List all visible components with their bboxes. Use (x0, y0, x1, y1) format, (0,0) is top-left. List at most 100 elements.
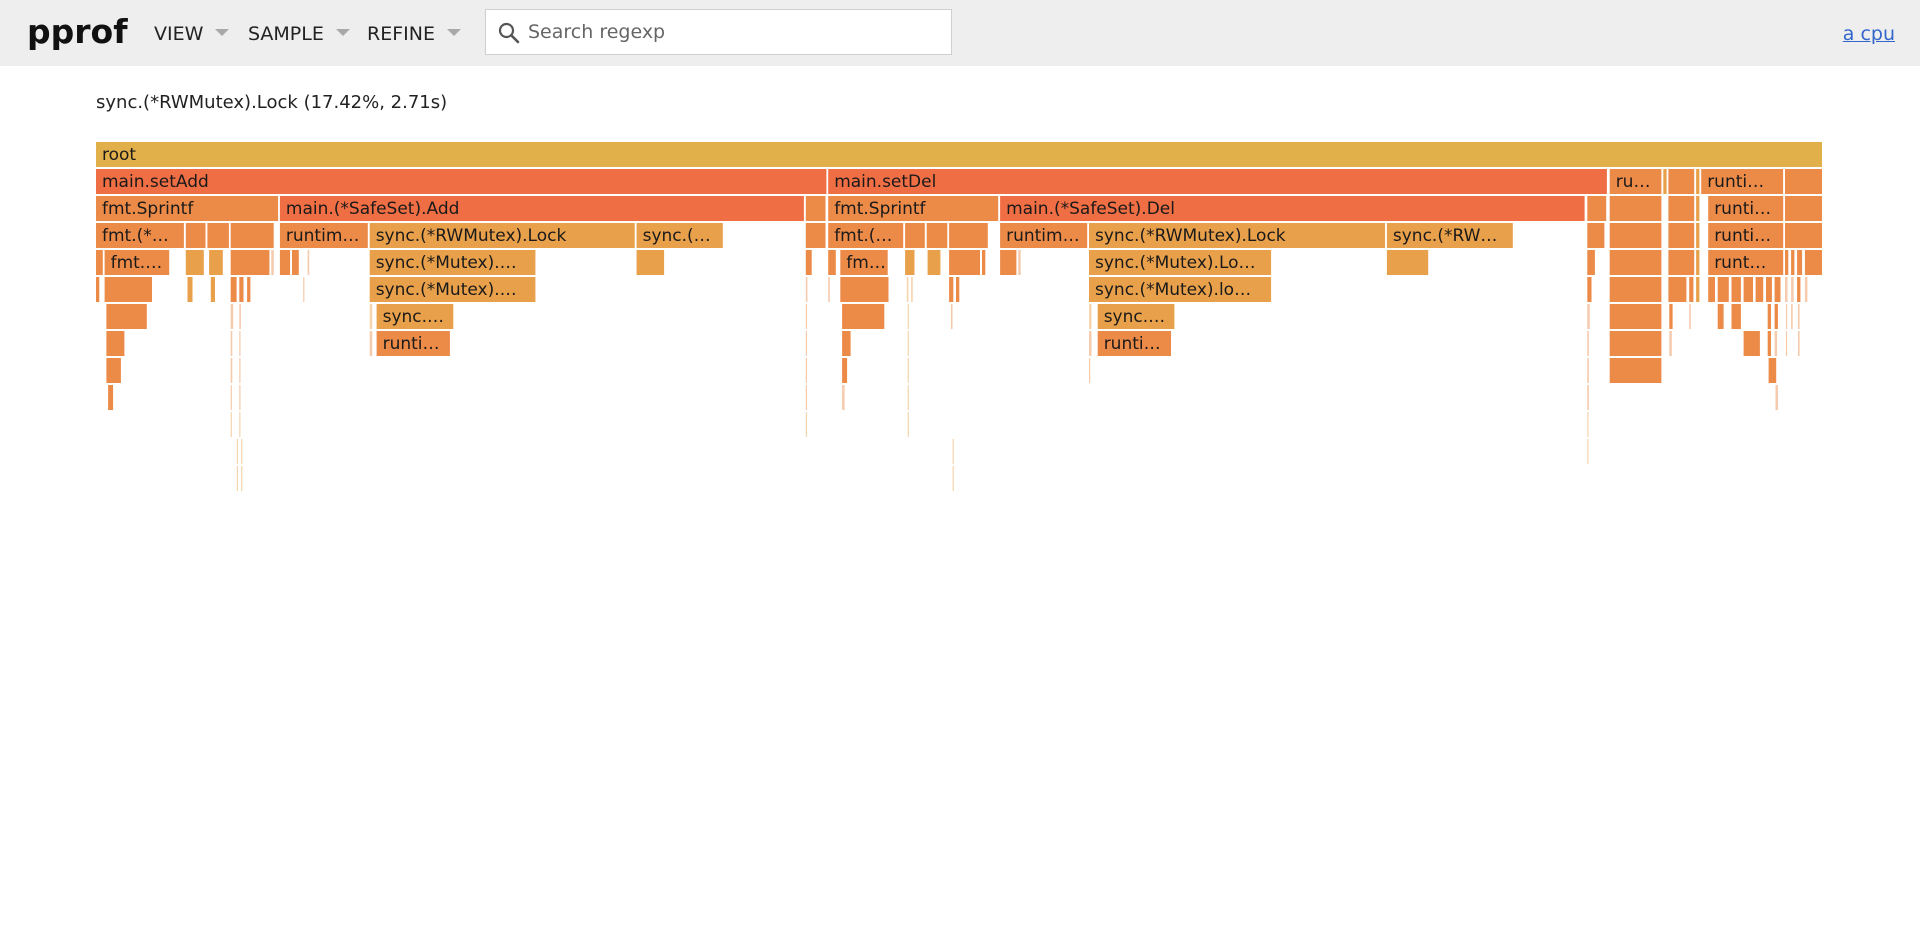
flame-frame[interactable] (236, 466, 238, 491)
flame-frame[interactable] (907, 385, 909, 410)
flame-frame-rect[interactable] (1731, 277, 1741, 302)
flame-frame[interactable]: runti… (1708, 196, 1784, 221)
flame-frame[interactable] (1089, 304, 1092, 329)
flame-frame-rect[interactable] (239, 358, 241, 383)
flame-frame-rect[interactable] (1804, 250, 1822, 275)
view-menu[interactable]: VIEW (154, 22, 230, 46)
flame-frame[interactable] (1669, 304, 1673, 329)
flame-frame[interactable] (1717, 304, 1724, 329)
flame-frame-rect[interactable] (636, 250, 665, 275)
flame-frame[interactable] (805, 223, 826, 248)
flame-frame-rect[interactable] (239, 304, 241, 329)
flame-frame-rect[interactable] (1696, 250, 1700, 275)
flame-frame-rect[interactable] (369, 223, 635, 248)
flame-frame-rect[interactable] (1668, 196, 1695, 221)
flame-frame-rect[interactable] (1609, 169, 1662, 194)
flame-frame-rect[interactable] (108, 385, 114, 410)
flame-frame[interactable] (952, 439, 954, 464)
flame-frame[interactable] (1717, 277, 1729, 302)
flame-frame-rect[interactable] (805, 250, 812, 275)
flame-frame[interactable]: sync.… (376, 304, 454, 329)
flame-frame-rect[interactable] (1386, 223, 1513, 248)
flame-frame-rect[interactable] (949, 223, 988, 248)
flame-frame-rect[interactable] (907, 331, 909, 356)
flame-frame-rect[interactable] (247, 277, 251, 302)
flame-frame[interactable] (230, 412, 232, 437)
flame-frame-rect[interactable] (1696, 169, 1700, 194)
flame-frame[interactable] (239, 412, 241, 437)
flame-frame-rect[interactable] (1587, 439, 1589, 464)
flame-frame-rect[interactable] (104, 277, 152, 302)
flame-frame-rect[interactable] (1669, 331, 1672, 356)
flame-frame-rect[interactable] (1663, 169, 1667, 194)
flame-frame-rect[interactable] (907, 385, 909, 410)
flame-frame[interactable]: sync.(*Mutex).Lo… (1089, 250, 1272, 275)
flame-frame-rect[interactable] (1791, 250, 1795, 275)
flame-frame-rect[interactable] (230, 277, 237, 302)
flame-frame-rect[interactable] (1097, 304, 1175, 329)
flame-frame[interactable] (1804, 277, 1808, 302)
flame-frame[interactable] (911, 277, 913, 302)
flame-frame-rect[interactable] (956, 277, 960, 302)
flame-frame-rect[interactable] (303, 277, 305, 302)
flame-frame-rect[interactable] (828, 250, 836, 275)
flame-frame-rect[interactable] (1668, 250, 1695, 275)
flame-frame-rect[interactable] (982, 250, 986, 275)
flame-frame[interactable] (369, 304, 373, 329)
flame-frame-rect[interactable] (1609, 277, 1662, 302)
flame-frame[interactable] (1089, 331, 1092, 356)
flame-frame-rect[interactable] (1609, 196, 1662, 221)
flame-frame[interactable] (1609, 358, 1662, 383)
flame-frame[interactable] (1000, 250, 1017, 275)
flame-frame-rect[interactable] (1089, 304, 1092, 329)
flame-frame[interactable] (1797, 250, 1803, 275)
flame-frame-rect[interactable] (96, 142, 1822, 167)
flame-frame[interactable] (279, 250, 291, 275)
flame-frame-rect[interactable] (239, 277, 244, 302)
flame-frame-rect[interactable] (106, 304, 147, 329)
flame-frame-rect[interactable] (1785, 169, 1822, 194)
flame-frame-rect[interactable] (1701, 169, 1784, 194)
flame-frame-rect[interactable] (279, 223, 368, 248)
flame-frame[interactable] (1689, 277, 1694, 302)
flame-frame-rect[interactable] (1587, 223, 1605, 248)
flame-frame-rect[interactable] (840, 250, 888, 275)
search-input[interactable] (528, 16, 938, 48)
flame-frame[interactable] (1791, 250, 1795, 275)
flame-frame-rect[interactable] (805, 223, 826, 248)
flame-frame-rect[interactable] (376, 331, 450, 356)
flame-frame[interactable] (1669, 331, 1672, 356)
flame-frame-rect[interactable] (1668, 169, 1695, 194)
flame-frame-rect[interactable] (1774, 277, 1781, 302)
flame-frame[interactable] (840, 277, 889, 302)
profile-link[interactable]: a cpu (1842, 23, 1895, 45)
flame-frame[interactable] (828, 277, 830, 302)
flame-frame-rect[interactable] (1089, 250, 1272, 275)
flame-frame[interactable] (1668, 196, 1695, 221)
flame-frame[interactable] (207, 223, 229, 248)
flame-frame[interactable] (230, 385, 232, 410)
flame-frame[interactable] (369, 331, 373, 356)
flame-frame[interactable] (1785, 304, 1788, 329)
flame-frame[interactable]: fmt.Sprintf (96, 196, 279, 221)
flame-frame[interactable] (805, 331, 807, 356)
flame-frame-rect[interactable] (1768, 358, 1777, 383)
flame-frame-rect[interactable] (1609, 358, 1662, 383)
flame-frame-rect[interactable] (369, 331, 373, 356)
flame-frame[interactable] (106, 358, 121, 383)
flame-frame-rect[interactable] (1798, 331, 1800, 356)
flame-frame-rect[interactable] (952, 439, 954, 464)
flame-frame[interactable] (236, 439, 238, 464)
flame-frame-rect[interactable] (1717, 304, 1724, 329)
flame-frame[interactable] (949, 250, 980, 275)
flame-frame[interactable] (1668, 250, 1695, 275)
flame-frame-rect[interactable] (230, 304, 234, 329)
flame-frame-rect[interactable] (1089, 223, 1385, 248)
flame-frame[interactable] (187, 277, 193, 302)
flame-frame-rect[interactable] (842, 331, 851, 356)
flame-frame[interactable]: root (96, 142, 1822, 167)
flame-frame-rect[interactable] (636, 223, 723, 248)
flame-frame-rect[interactable] (828, 196, 999, 221)
flame-frame-rect[interactable] (1089, 358, 1091, 383)
flame-frame[interactable] (96, 277, 100, 302)
